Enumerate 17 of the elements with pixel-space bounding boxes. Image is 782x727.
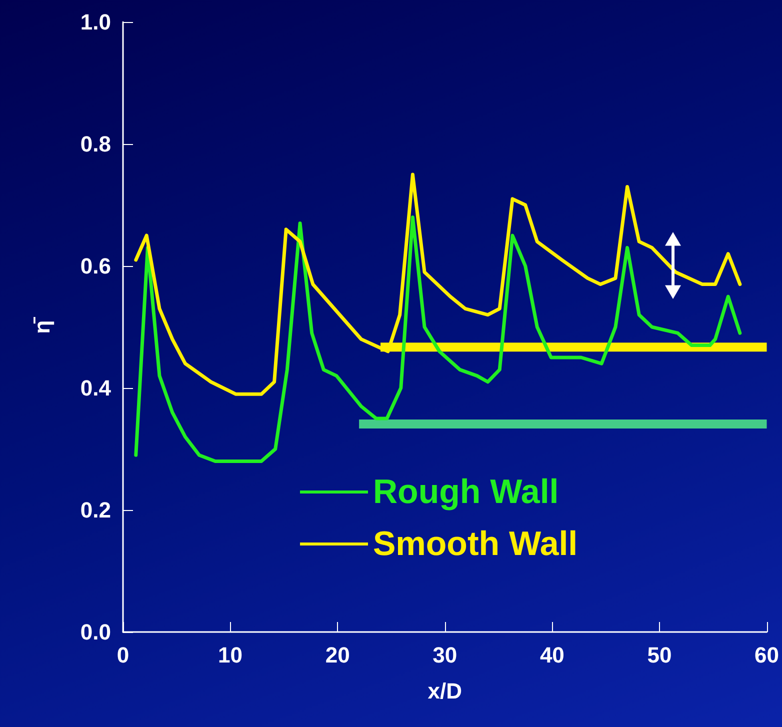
x-tick-label: 0 (116, 642, 130, 668)
y-tick-label: 1.0 (80, 10, 111, 34)
x-tick-label: 50 (647, 642, 672, 668)
x-tick-label: 30 (432, 642, 458, 668)
y-tick-label: 0.6 (80, 254, 111, 278)
x-tick-label: 40 (540, 642, 564, 668)
y-axis-title: η̄ (30, 316, 54, 334)
y-tick-label: 0.2 (80, 498, 111, 522)
y-tick-label: 0.0 (80, 620, 111, 644)
x-tick-label: 20 (325, 642, 350, 668)
y-tick-label: 0.4 (80, 376, 112, 400)
legend-label: Smooth Wall (373, 525, 578, 563)
x-tick-label: 10 (218, 642, 243, 668)
legend-label: Rough Wall (373, 473, 559, 511)
y-tick-label: 0.8 (80, 132, 111, 156)
x-axis-title: x/D (428, 678, 462, 704)
x-tick-label: 60 (754, 642, 780, 668)
